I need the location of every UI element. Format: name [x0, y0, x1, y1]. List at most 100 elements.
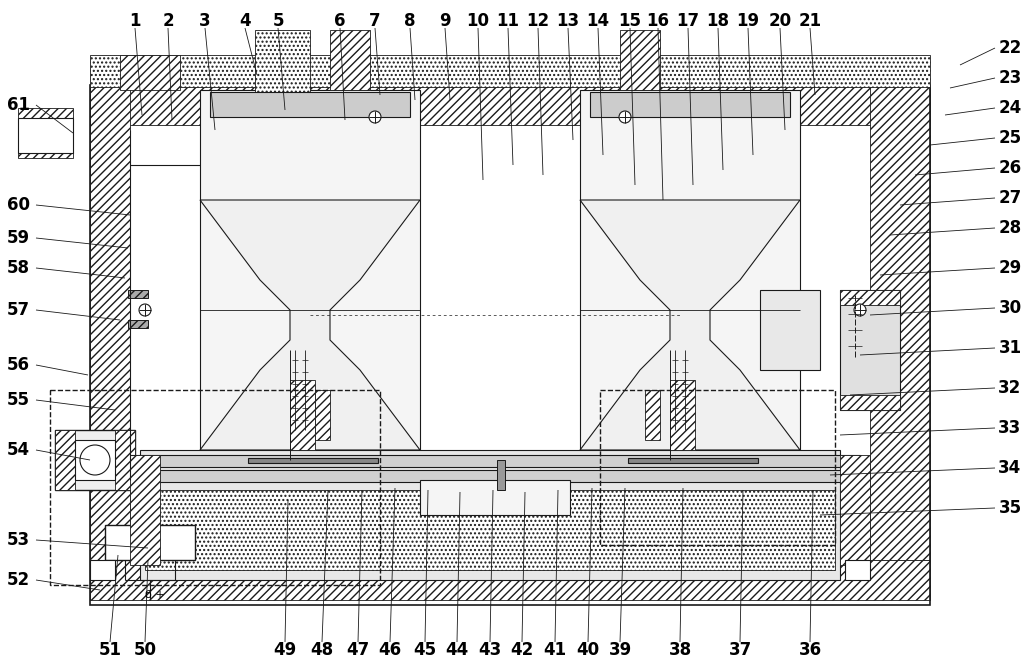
- Text: 45: 45: [414, 641, 436, 659]
- Bar: [590, 92, 790, 117]
- Text: 60: 60: [6, 196, 30, 214]
- Text: 2: 2: [162, 12, 174, 30]
- Bar: [255, 30, 310, 95]
- Ellipse shape: [80, 445, 110, 475]
- Bar: [200, 90, 420, 470]
- Text: 19: 19: [736, 12, 760, 30]
- Text: 12: 12: [526, 12, 550, 30]
- Ellipse shape: [139, 304, 151, 316]
- Text: 42: 42: [510, 641, 534, 659]
- Text: 22: 22: [998, 39, 1022, 57]
- Text: 33: 33: [998, 419, 1022, 437]
- Text: 1: 1: [129, 12, 140, 30]
- Bar: [600, 390, 835, 545]
- Bar: [620, 30, 660, 90]
- Bar: [840, 290, 900, 305]
- Text: 59: 59: [6, 229, 30, 247]
- Text: 29: 29: [998, 259, 1022, 277]
- Bar: [140, 450, 840, 580]
- Text: 3: 3: [200, 12, 211, 30]
- Bar: [130, 455, 160, 565]
- Bar: [870, 85, 930, 560]
- Text: 15: 15: [618, 12, 641, 30]
- Text: 14: 14: [587, 12, 609, 30]
- Text: 27: 27: [998, 189, 1022, 207]
- Text: 46: 46: [379, 641, 401, 659]
- Bar: [645, 390, 660, 440]
- Bar: [90, 85, 130, 560]
- Text: 51: 51: [98, 641, 122, 659]
- Bar: [90, 85, 930, 605]
- Bar: [128, 320, 148, 328]
- Bar: [90, 55, 930, 87]
- Text: 16: 16: [646, 12, 670, 30]
- Bar: [90, 560, 930, 600]
- Text: 18: 18: [707, 12, 729, 30]
- Text: 6: 6: [334, 12, 346, 30]
- Text: 10: 10: [467, 12, 489, 30]
- Bar: [90, 560, 115, 580]
- Bar: [315, 390, 330, 440]
- Text: 49: 49: [273, 641, 297, 659]
- Bar: [145, 490, 835, 570]
- Text: 36: 36: [799, 641, 821, 659]
- Ellipse shape: [369, 111, 381, 123]
- Bar: [120, 55, 180, 90]
- Bar: [670, 380, 695, 450]
- Bar: [840, 290, 900, 410]
- Text: 53: 53: [6, 531, 30, 549]
- Text: 30: 30: [998, 299, 1022, 317]
- Bar: [580, 90, 800, 470]
- Text: 40: 40: [577, 641, 600, 659]
- Text: 61: 61: [6, 96, 30, 114]
- Bar: [50, 390, 380, 585]
- Ellipse shape: [854, 304, 866, 316]
- Bar: [115, 430, 135, 490]
- Bar: [760, 290, 820, 370]
- Bar: [840, 455, 870, 565]
- Bar: [290, 380, 315, 450]
- Bar: [18, 118, 73, 153]
- Bar: [90, 85, 930, 125]
- Text: 21: 21: [799, 12, 821, 30]
- Text: 20: 20: [768, 12, 792, 30]
- Bar: [75, 440, 115, 480]
- Bar: [130, 455, 860, 467]
- Text: 56: 56: [6, 356, 30, 374]
- Text: 39: 39: [608, 641, 632, 659]
- Bar: [248, 458, 378, 463]
- Text: 34: 34: [998, 459, 1022, 477]
- Text: 5: 5: [272, 12, 284, 30]
- Bar: [628, 458, 758, 463]
- Text: б +: б +: [145, 590, 165, 600]
- Polygon shape: [200, 200, 420, 450]
- Text: 57: 57: [6, 301, 30, 319]
- Bar: [105, 525, 145, 560]
- Text: 58: 58: [6, 259, 30, 277]
- Text: 8: 8: [404, 12, 416, 30]
- Text: 44: 44: [445, 641, 469, 659]
- Bar: [155, 525, 195, 560]
- Bar: [330, 30, 370, 90]
- Bar: [55, 430, 135, 490]
- Bar: [55, 430, 75, 490]
- Polygon shape: [580, 200, 800, 450]
- Text: 54: 54: [6, 441, 30, 459]
- Bar: [130, 470, 860, 482]
- Text: 35: 35: [998, 499, 1022, 517]
- Bar: [845, 560, 870, 580]
- Text: 28: 28: [998, 219, 1022, 237]
- Bar: [840, 395, 900, 410]
- Text: 37: 37: [728, 641, 752, 659]
- Text: 24: 24: [998, 99, 1022, 117]
- Text: 9: 9: [439, 12, 451, 30]
- Text: 41: 41: [544, 641, 566, 659]
- Text: 31: 31: [998, 339, 1022, 357]
- Text: 4: 4: [240, 12, 251, 30]
- Text: 23: 23: [998, 69, 1022, 87]
- Polygon shape: [420, 480, 570, 515]
- Bar: [497, 460, 505, 490]
- Text: 38: 38: [669, 641, 691, 659]
- Text: 25: 25: [998, 129, 1022, 147]
- Text: 17: 17: [677, 12, 699, 30]
